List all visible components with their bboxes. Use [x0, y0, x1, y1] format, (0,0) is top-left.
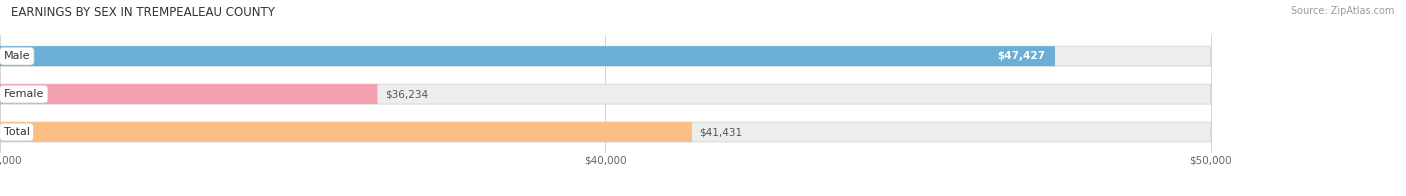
Text: Total: Total [4, 127, 30, 137]
FancyBboxPatch shape [0, 84, 1211, 104]
Text: Female: Female [4, 89, 44, 99]
FancyBboxPatch shape [0, 122, 692, 142]
FancyBboxPatch shape [0, 46, 1211, 66]
FancyBboxPatch shape [0, 122, 1211, 142]
Text: Male: Male [4, 51, 30, 61]
Text: $36,234: $36,234 [385, 89, 427, 99]
Text: $47,427: $47,427 [997, 51, 1045, 61]
FancyBboxPatch shape [0, 46, 1054, 66]
Text: $41,431: $41,431 [699, 127, 742, 137]
Text: EARNINGS BY SEX IN TREMPEALEAU COUNTY: EARNINGS BY SEX IN TREMPEALEAU COUNTY [11, 6, 276, 19]
Text: Source: ZipAtlas.com: Source: ZipAtlas.com [1291, 6, 1395, 16]
FancyBboxPatch shape [0, 84, 377, 104]
